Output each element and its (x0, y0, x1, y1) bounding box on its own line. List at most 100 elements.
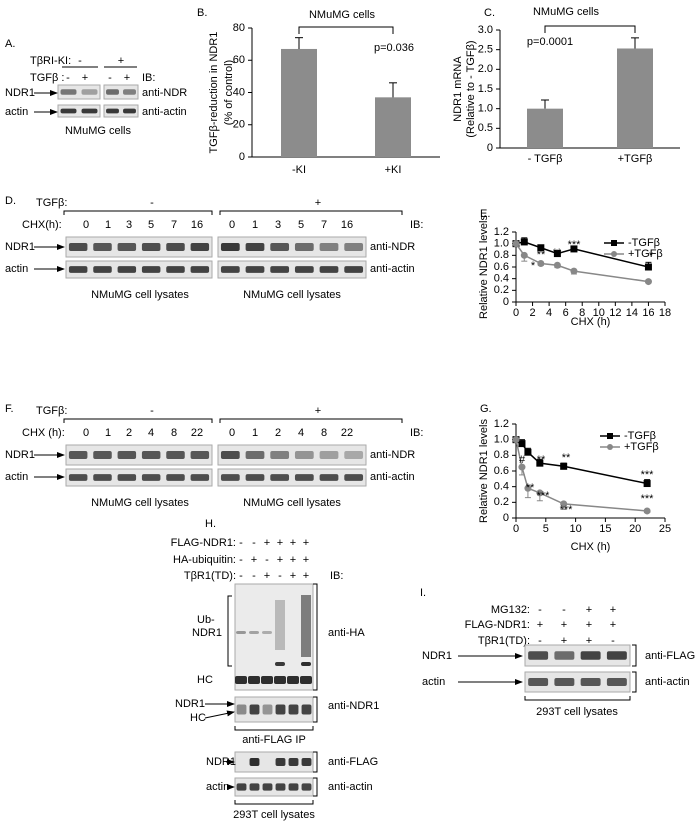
band (60, 108, 77, 114)
label: - (562, 604, 566, 616)
label: 5 (298, 219, 304, 231)
label: + (586, 604, 592, 616)
band (288, 704, 299, 715)
marker (524, 484, 532, 492)
bracket (234, 800, 314, 805)
blot-membrane (217, 260, 367, 279)
marker (570, 245, 578, 253)
label: IB: (142, 72, 155, 84)
blot-membrane (65, 444, 213, 466)
band (275, 662, 285, 666)
label: anti-actin (370, 263, 415, 275)
arrow (204, 710, 235, 719)
label: HC (197, 674, 213, 686)
panel-label: G. (480, 403, 492, 415)
blot-membrane (234, 583, 314, 691)
label: - (252, 537, 256, 549)
y-tick-label: 0.6 (494, 465, 509, 477)
marker (560, 500, 568, 508)
band (245, 243, 265, 251)
panel-label: I. (420, 587, 426, 599)
y-tick-label: 40 (233, 86, 245, 98)
panel-label: H. (205, 518, 216, 530)
band (262, 783, 273, 791)
label: CHX(h): (22, 219, 62, 231)
marker (518, 440, 526, 448)
band (262, 704, 273, 715)
band (554, 651, 575, 660)
band (344, 474, 364, 481)
x-tick-label: 6 (563, 307, 569, 319)
band (245, 266, 265, 273)
bracket (219, 418, 403, 423)
x-tick-label: -KI (292, 164, 306, 176)
band (220, 266, 240, 273)
x-tick-label: 5 (543, 523, 549, 535)
y-tick-label: 1.0 (494, 238, 509, 250)
blot-membrane (103, 84, 139, 100)
x-tick-label: 0 (513, 307, 519, 319)
band (245, 474, 265, 481)
band (190, 451, 210, 459)
band (236, 783, 247, 791)
label: anti-NDR1 (328, 700, 379, 712)
label: TGFβ: (36, 405, 67, 417)
blot-membrane (234, 696, 314, 723)
band (319, 266, 339, 273)
significance: * (531, 260, 536, 272)
label: anti-NDR (370, 449, 415, 461)
label: + (251, 554, 257, 566)
band (580, 651, 601, 660)
bracket (63, 418, 213, 423)
label: MG132: (491, 604, 530, 616)
band (580, 678, 601, 686)
label: 22 (341, 427, 353, 439)
band (141, 474, 161, 481)
label: 0 (83, 427, 89, 439)
band (236, 631, 246, 634)
band (528, 678, 549, 686)
label: actin (206, 781, 229, 793)
band (245, 451, 265, 459)
label: TβRI-KI: (30, 55, 71, 67)
label: NDR1 (175, 698, 205, 710)
label: - (78, 55, 82, 67)
label: + (290, 554, 296, 566)
marker (537, 260, 545, 267)
band (319, 474, 339, 481)
marker (520, 238, 528, 246)
band (275, 783, 286, 791)
band (249, 704, 260, 715)
label: - (150, 197, 154, 209)
label: CHX (h): (22, 427, 65, 439)
label: + (610, 604, 616, 616)
significance: ** (553, 247, 562, 259)
label: 1 (252, 427, 258, 439)
band (262, 631, 272, 634)
label: IB: (410, 427, 423, 439)
label: + (290, 570, 296, 582)
label: anti-NDR (142, 87, 187, 99)
y-axis-label: (% of control) (223, 60, 235, 125)
marker (518, 463, 526, 471)
band (275, 704, 286, 715)
label: + (303, 554, 309, 566)
bracket (313, 777, 318, 797)
chart-title: NMuMG cells (309, 9, 376, 21)
label: HC (190, 712, 206, 724)
band (301, 704, 312, 715)
significance: * (649, 250, 654, 262)
y-tick-label: 2.0 (478, 63, 493, 75)
y-tick-label: 60 (233, 54, 245, 66)
legend-label: -TGFβ (624, 430, 656, 442)
band (81, 108, 98, 114)
y-tick-label: 0 (239, 151, 245, 163)
bracket (632, 644, 637, 667)
band (141, 243, 161, 251)
significance: ** (526, 482, 535, 494)
band (68, 243, 88, 251)
label: NDR1 (422, 650, 452, 662)
band (270, 451, 290, 459)
label: NMuMG cell lysates (243, 497, 341, 509)
x-tick-label: 15 (599, 523, 611, 535)
